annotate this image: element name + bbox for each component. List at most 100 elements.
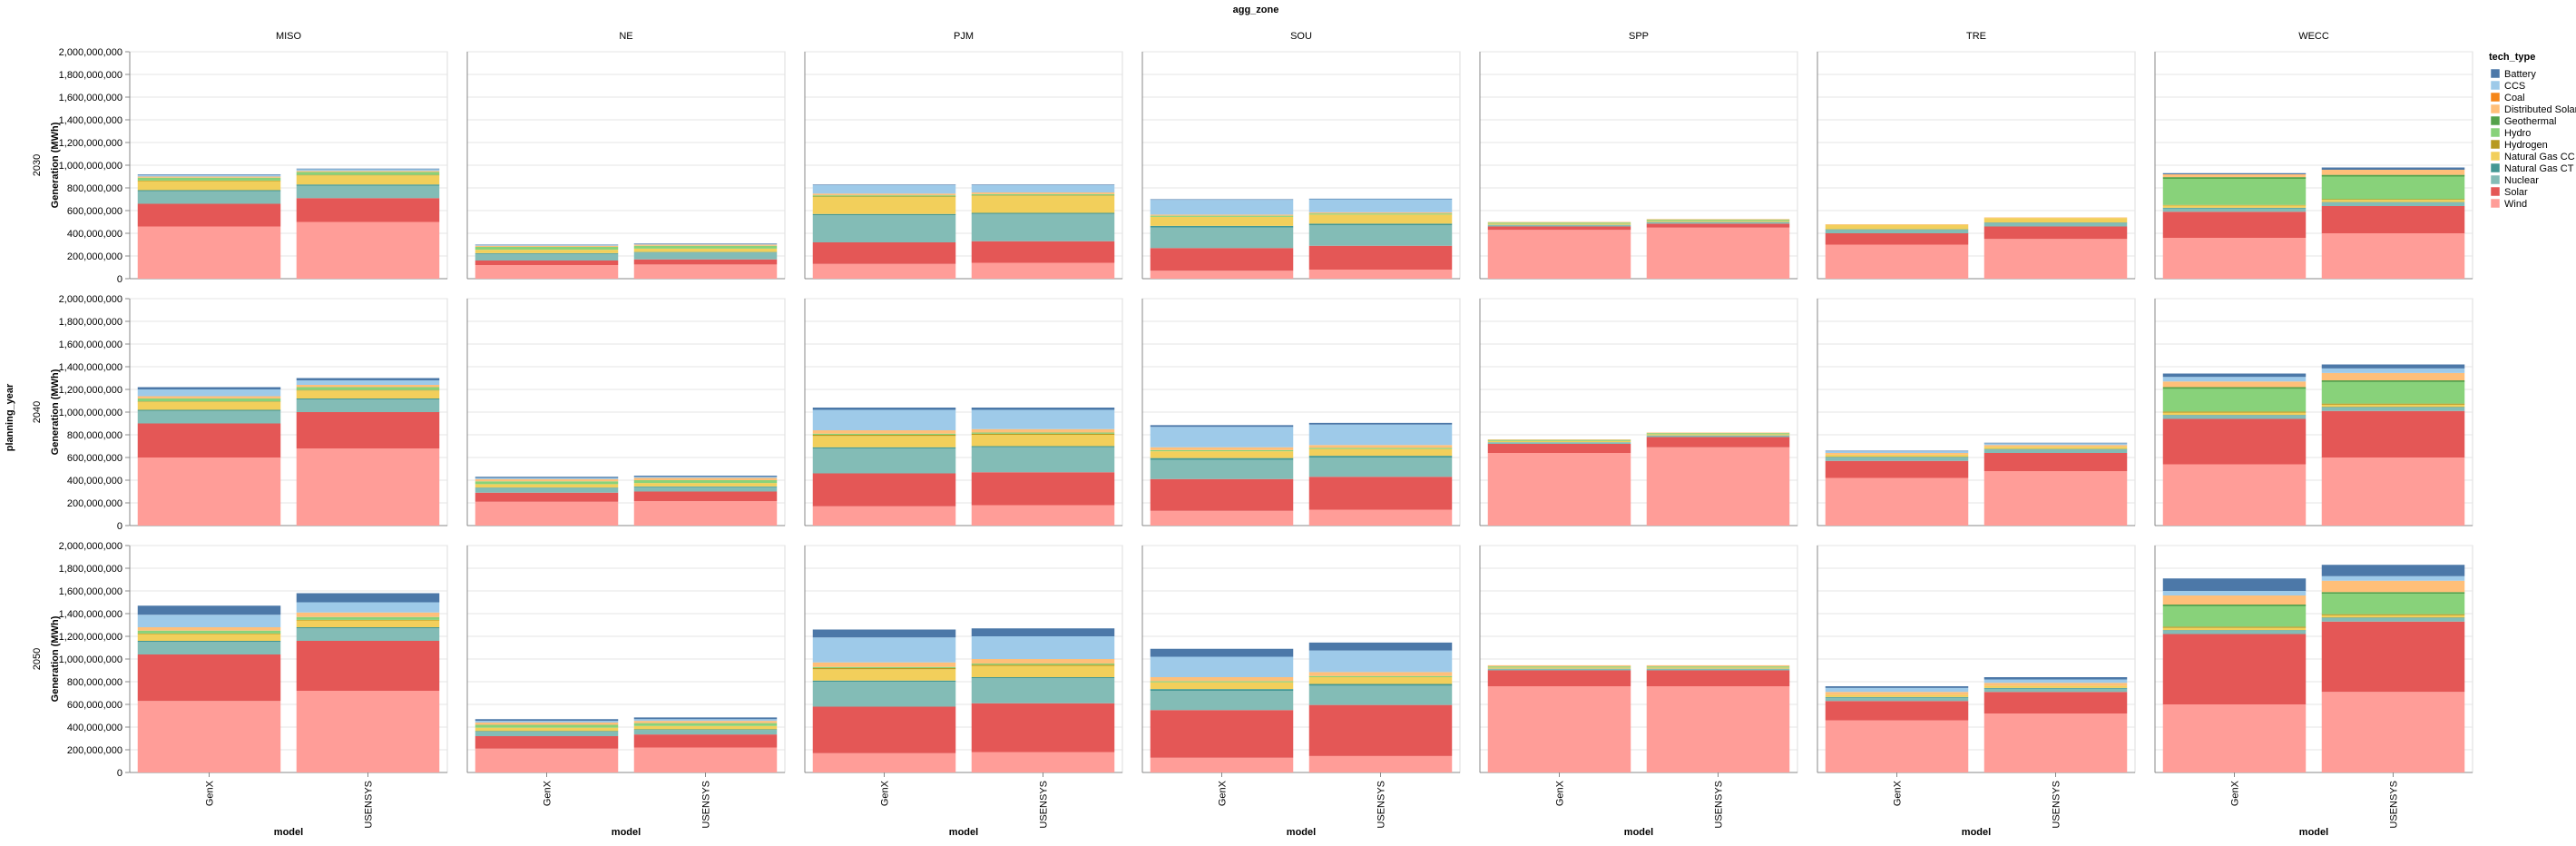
facet-panel-tre-2050 (1817, 545, 2136, 773)
bar-segment-solar (812, 706, 956, 753)
bar-segment-battery (2321, 167, 2465, 170)
bar-segment-natural-gas-ct (1308, 456, 1453, 457)
bar-segment-solar (971, 703, 1115, 753)
bar-segment-distributed-solar (1308, 212, 1453, 214)
bar-segment-nuclear (1487, 224, 1631, 227)
bar-segment-ccs (633, 719, 778, 722)
bar-segment-natural-gas-ct (296, 627, 440, 629)
bar-segment-distributed-solar (971, 192, 1115, 194)
bar-segment-natural-gas-ct (475, 487, 619, 488)
legend-label: CCS (2504, 81, 2525, 92)
bar-segment-distributed-solar (296, 612, 440, 617)
bar-segment-natural-gas-cc (1825, 454, 1969, 457)
bar-segment-solar (971, 241, 1115, 263)
facet-panel-ne-2050 (466, 545, 786, 773)
bar-segment-solar (633, 491, 778, 502)
bar-segment-natural-gas-ct (1308, 223, 1453, 226)
bar-segment-nuclear (475, 732, 619, 736)
bar-segment-hydro (1487, 666, 1631, 668)
bar-segment-battery (1983, 442, 2128, 444)
bar-segment-distributed-solar (2321, 372, 2465, 380)
bar-segment-distributed-solar (1825, 224, 1969, 225)
bar-segment-geothermal (2321, 592, 2465, 595)
bar-segment-distributed-solar (1646, 219, 1790, 220)
bar-segment-nuclear (812, 448, 956, 474)
bar-segment-battery (137, 605, 281, 615)
legend-swatch (2490, 198, 2501, 209)
bar-segment-natural-gas-cc (1825, 224, 1969, 230)
bar-segment-battery (1150, 199, 1294, 201)
bar-segment-wind (812, 753, 956, 772)
bar-segment-natural-gas-ct (1983, 448, 2128, 450)
bar-segment-natural-gas-cc (2162, 627, 2307, 631)
bar-segment-hydrogen (296, 389, 440, 391)
bar-segment-nuclear (1150, 459, 1294, 479)
bar-segment-natural-gas-cc (633, 483, 778, 487)
bar-segment-distributed-solar (971, 659, 1115, 664)
bar-segment-distributed-solar (2321, 170, 2465, 175)
bar-segment-hydrogen (137, 401, 281, 402)
bar-segment-nuclear (1646, 668, 1790, 671)
bar-segment-battery (2321, 364, 2465, 369)
bar-segment-natural-gas-cc (2321, 404, 2465, 408)
bar-segment-ccs (137, 174, 281, 177)
y-tick-label: 400,000,000 (67, 476, 122, 487)
bar-segment-hydro (2162, 389, 2307, 412)
bar-segment-wind (1825, 720, 1969, 772)
bar-segment-natural-gas-cc (971, 665, 1115, 677)
bar-segment-wind (2321, 457, 2465, 526)
row-facet-label-2040: 2040 (32, 401, 43, 423)
x-tick-label-genx: GenX (880, 780, 891, 806)
bar-segment-distributed-solar (1150, 677, 1294, 682)
bar-segment-hydrogen (971, 195, 1115, 196)
bar-segment-distributed-solar (971, 428, 1115, 433)
bar-segment-battery (2321, 565, 2465, 576)
bar-segment-geothermal (2162, 177, 2307, 179)
bar-segment-ccs (1150, 656, 1294, 677)
bar-segment-wind (1825, 244, 1969, 279)
legend-title: tech_type (2489, 52, 2535, 63)
legend-item-distributed-solar: Distributed Solar (2490, 103, 2576, 115)
bar-segment-hydro (1646, 220, 1790, 221)
facet-panel-pjm-2050 (804, 545, 1123, 773)
bar-segment-wind (2321, 692, 2465, 772)
column-facet-label-sou: SOU (1290, 31, 1312, 42)
bar-segment-wind (1150, 510, 1294, 526)
y-tick-label: 200,000,000 (67, 251, 122, 262)
bar-segment-wind (296, 221, 440, 279)
bar-segment-ccs (475, 721, 619, 723)
y-tick-label: 400,000,000 (67, 723, 122, 733)
bar-segment-solar (1150, 710, 1294, 758)
bar-segment-hydro (2321, 176, 2465, 200)
column-facet-label-tre: TRE (1966, 31, 1986, 42)
bar-segment-solar (137, 203, 281, 227)
bar-segment-natural-gas-cc (2162, 205, 2307, 208)
legend-label: Natural Gas CC (2504, 152, 2575, 162)
bar-segment-natural-gas-cc (1150, 451, 1294, 458)
legend-item-geothermal: Geothermal (2490, 115, 2556, 127)
bar-segment-nuclear (2321, 202, 2465, 206)
bar-segment-nuclear (1308, 685, 1453, 705)
bar-segment-natural-gas-ct (971, 677, 1115, 679)
column-facet-label-spp: SPP (1629, 31, 1649, 42)
facet-panel-sou-2040 (1141, 298, 1461, 526)
bar-segment-distributed-solar (812, 430, 956, 434)
bar-segment-natural-gas-cc (812, 436, 956, 448)
bar-segment-natural-gas-ct (2321, 407, 2465, 408)
bar-segment-natural-gas-cc (475, 484, 619, 488)
bar-segment-natural-gas-cc (1308, 448, 1453, 457)
column-facet-label-miso: MISO (276, 31, 302, 42)
x-tick-label-usensys: USENSYS (364, 781, 375, 829)
x-axis-title: model (1962, 827, 1991, 838)
bar-segment-hydrogen (296, 619, 440, 621)
bar-segment-ccs (1308, 650, 1453, 673)
bar-segment-battery (475, 719, 619, 722)
facet-panel-spp-2030 (1479, 51, 1798, 280)
y-tick-label: 2,000,000,000 (59, 47, 122, 58)
facet-panel-spp-2050 (1479, 545, 1798, 773)
bar-segment-hydro (812, 433, 956, 435)
x-tick-label-usensys: USENSYS (1039, 781, 1050, 829)
bar-segment-wind (1308, 509, 1453, 526)
bar-segment-battery (1308, 642, 1453, 651)
